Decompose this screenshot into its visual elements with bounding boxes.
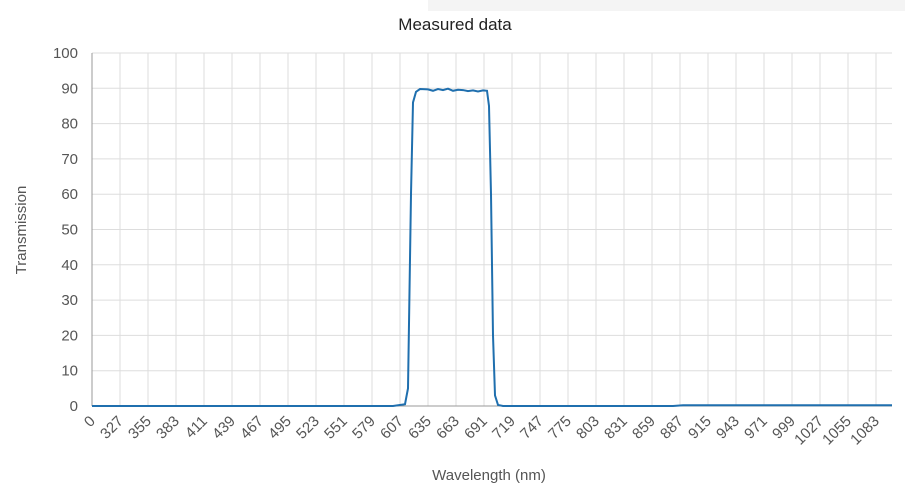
x-tick-label: 0 — [81, 413, 99, 431]
x-tick-label: 943 — [713, 413, 743, 443]
x-tick-label: 803 — [573, 413, 603, 443]
x-tick-label: 383 — [153, 413, 183, 443]
y-tick-label: 50 — [61, 222, 78, 239]
y-tick-label: 0 — [70, 398, 78, 415]
x-tick-label: 719 — [489, 413, 519, 443]
toolbar-background — [428, 0, 905, 11]
x-tick-label: 523 — [293, 413, 323, 443]
y-tick-label: 100 — [53, 45, 78, 62]
y-tick-label: 30 — [61, 292, 78, 309]
y-tick-label: 60 — [61, 186, 78, 203]
x-tick-label: 831 — [601, 413, 631, 443]
x-tick-label: 467 — [237, 413, 267, 443]
y-tick-label: 70 — [61, 151, 78, 168]
y-tick-label: 80 — [61, 116, 78, 133]
y-tick-label: 10 — [61, 363, 78, 380]
x-tick-label: 663 — [433, 413, 463, 443]
y-tick-label: 90 — [61, 80, 78, 97]
x-tick-label: 747 — [517, 413, 547, 443]
x-tick-label: 1083 — [847, 413, 883, 449]
x-tick-label: 1055 — [819, 413, 855, 449]
y-tick-label: 40 — [61, 257, 78, 274]
x-tick-label: 915 — [685, 413, 715, 443]
x-tick-label: 635 — [405, 413, 435, 443]
x-tick-label: 411 — [182, 413, 211, 442]
x-tick-label: 607 — [377, 413, 407, 443]
x-tick-label: 887 — [657, 413, 687, 443]
data-line — [92, 87, 892, 407]
x-tick-label: 859 — [629, 413, 659, 443]
x-tick-label: 775 — [545, 413, 575, 443]
x-tick-label: 691 — [461, 413, 491, 443]
x-tick-label: 1027 — [791, 413, 827, 449]
x-tick-label: 327 — [97, 413, 127, 443]
y-axis-label: Transmission — [13, 186, 30, 275]
x-axis-label: Wavelength (nm) — [432, 467, 546, 484]
x-tick-label: 579 — [349, 413, 379, 443]
x-tick-label: 495 — [265, 413, 295, 443]
x-tick-label: 439 — [209, 413, 239, 443]
x-tick-label: 355 — [125, 413, 155, 443]
y-tick-label: 20 — [61, 327, 78, 344]
x-tick-label: 971 — [741, 413, 771, 443]
x-tick-label: 551 — [321, 413, 351, 443]
chart-title: Measured data — [398, 15, 512, 34]
